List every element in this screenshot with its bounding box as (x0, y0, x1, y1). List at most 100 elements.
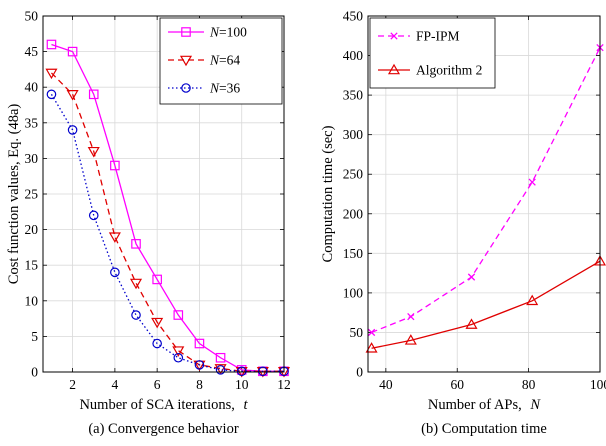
a-legend-label-var: N (209, 53, 220, 68)
a-legend-label: N=100 (209, 25, 247, 40)
a-ticks: 0 5 10 15 20 25 30 35 40 45 50 2 4 6 8 10 12 (25, 9, 291, 393)
a-y-tick-label: 30 (25, 151, 39, 166)
b-y-tick-label: 200 (343, 206, 364, 221)
a-data-point (151, 317, 164, 329)
a-caption: (a) Convergence behavior (88, 421, 238, 437)
a-data-point (173, 310, 184, 320)
b-series-1 (365, 255, 606, 353)
b-y-tick-label: 100 (343, 285, 364, 300)
a-data-point (67, 125, 78, 135)
a-x-tick-label: 2 (69, 377, 76, 392)
a-y-tick-label: 25 (25, 187, 39, 202)
a-legend-label: N=36 (209, 81, 240, 96)
a-legend-marker (179, 55, 193, 67)
b-data-point (407, 312, 415, 321)
a-data-point (152, 338, 162, 349)
a-data-point (129, 278, 143, 290)
a-y-tick-label: 35 (25, 115, 39, 130)
a-series-line (50, 93, 284, 372)
a-x-tick-label: 10 (235, 377, 249, 392)
a-legend-marker (181, 83, 191, 93)
a-legend-label-value: =64 (219, 53, 240, 68)
b-y-axis-label: Computation time (sec) (320, 125, 336, 262)
b-data-point (365, 342, 378, 353)
a-x-axis-label-var: t (244, 397, 249, 413)
a-x-tick-label: 6 (154, 377, 161, 392)
b-y-tick-label: 50 (350, 325, 364, 340)
b-x-axis-label-text: Number of APs, (428, 397, 522, 413)
a-data-point (236, 366, 247, 377)
b-x-axis-label: Number of APs, N (428, 397, 541, 413)
b-caption: (b) Computation time (421, 421, 547, 437)
a-data-point (152, 274, 162, 285)
a-data-point (258, 366, 268, 377)
a-legend-label: N=64 (209, 53, 240, 68)
a-data-point (45, 68, 58, 80)
a-series (45, 39, 291, 378)
b-data-point (528, 178, 536, 186)
a-legend-marker (181, 27, 191, 37)
a-data-point (215, 352, 226, 363)
a-data-point (172, 346, 185, 357)
b-y-tick-label: 250 (343, 167, 364, 182)
b-data-point (465, 318, 478, 329)
b-series-0 (367, 43, 604, 337)
a-data-point (110, 160, 120, 171)
a-y-tick-label: 40 (25, 80, 39, 95)
a-y-tick-label: 45 (25, 44, 39, 59)
b-x-tick-label: 100 (590, 377, 606, 392)
a-data-point (215, 365, 226, 375)
b-x-tick-label: 40 (379, 377, 393, 392)
b-ticks: 0 50 100 150 200 250 300 350 400 450 40 60 80 100 (343, 9, 606, 393)
a-data-point (173, 352, 184, 363)
b-legend: FP-IPM Algorithm 2 (369, 17, 496, 89)
a-y-tick-label: 15 (25, 258, 39, 273)
a-legend-label-var: N (209, 81, 220, 96)
b-y-tick-label: 350 (343, 88, 364, 103)
a-x-tick-label: 4 (112, 377, 119, 392)
a-data-point (88, 89, 99, 100)
a-legend-label-value: =100 (219, 25, 247, 40)
b-series-line (371, 260, 601, 349)
a-legend-label-var: N (209, 25, 220, 40)
panel-a-convergence: 0 5 10 15 20 25 30 35 40 45 50 2 4 6 8 10 12 Cost functi… (6, 9, 291, 438)
b-series-line (371, 47, 601, 334)
b-data-point (526, 294, 539, 306)
b-legend-marker (387, 63, 401, 75)
a-data-point (194, 338, 205, 349)
b-legend-label: Algorithm 2 (416, 63, 482, 78)
a-y-tick-label: 20 (25, 222, 39, 237)
b-y-tick-label: 400 (343, 48, 364, 63)
a-series-1 (45, 68, 291, 378)
a-data-point (131, 310, 141, 320)
b-y-tick-label: 450 (343, 9, 364, 24)
a-data-point (46, 89, 57, 100)
b-x-tick-label: 80 (522, 377, 536, 392)
b-data-point (404, 334, 417, 345)
b-x-tick-label: 60 (450, 377, 464, 392)
a-data-point (88, 210, 99, 221)
a-y-tick-label: 5 (31, 329, 38, 344)
b-legend-box (369, 17, 496, 89)
a-data-point (46, 39, 57, 50)
b-plot-frame (367, 15, 601, 373)
a-data-point (131, 239, 141, 249)
a-x-tick-label: 12 (277, 377, 291, 392)
b-data-point (367, 328, 376, 337)
a-x-tick-label: 8 (196, 377, 203, 392)
a-series-line (50, 72, 284, 372)
a-data-point (67, 46, 78, 57)
a-y-tick-label: 0 (31, 365, 38, 380)
b-legend-label: FP-IPM (416, 29, 460, 44)
a-data-point (194, 360, 205, 370)
b-x-axis-label-var: N (529, 397, 541, 413)
a-series-2 (46, 89, 289, 377)
b-y-tick-label: 300 (343, 127, 364, 142)
panel-b-computation-time: 0 50 100 150 200 250 300 350 400 450 40 60 80 100 Com… (320, 9, 606, 437)
a-plot-frame (42, 15, 285, 373)
b-y-tick-label: 0 (356, 365, 363, 380)
a-y-axis-label: Cost function values, Eq. (48a) (6, 104, 22, 285)
b-y-tick-label: 150 (343, 246, 364, 261)
